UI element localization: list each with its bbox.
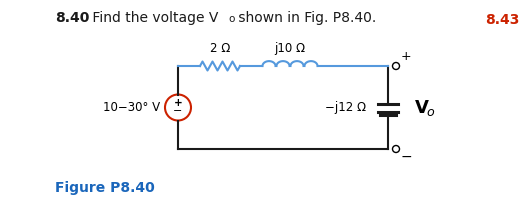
- Text: −j12 Ω: −j12 Ω: [325, 101, 366, 114]
- Text: shown in Fig. P8.40.: shown in Fig. P8.40.: [234, 11, 376, 25]
- Text: j10 Ω: j10 Ω: [275, 42, 306, 55]
- Text: Figure P8.40: Figure P8.40: [55, 181, 155, 195]
- Text: 8.43: 8.43: [486, 13, 520, 27]
- Text: 8.40: 8.40: [55, 11, 89, 25]
- Text: +: +: [401, 50, 412, 62]
- Text: 2 Ω: 2 Ω: [210, 42, 230, 55]
- Text: Find the voltage V: Find the voltage V: [88, 11, 219, 25]
- Text: −: −: [173, 106, 183, 116]
- Text: $\mathbf{V}_{\!\mathit{o}}$: $\mathbf{V}_{\!\mathit{o}}$: [414, 97, 435, 118]
- Text: o: o: [228, 14, 234, 24]
- Text: +: +: [174, 98, 182, 108]
- Text: −: −: [401, 150, 412, 164]
- Text: 10−30° V: 10−30° V: [103, 101, 160, 114]
